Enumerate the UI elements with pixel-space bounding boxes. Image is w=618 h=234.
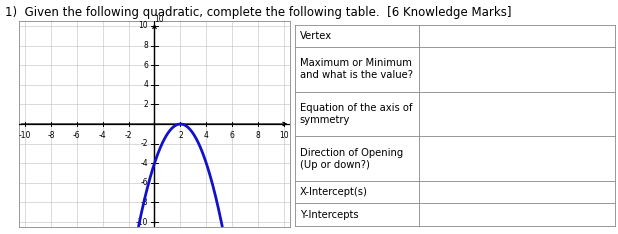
Text: Y-Intercepts: Y-Intercepts (300, 210, 358, 220)
Text: 10: 10 (138, 22, 148, 30)
Text: 6: 6 (230, 131, 235, 140)
Text: -8: -8 (140, 198, 148, 207)
Text: 8: 8 (256, 131, 260, 140)
Text: -4: -4 (99, 131, 106, 140)
Text: 2: 2 (178, 131, 183, 140)
Text: -2: -2 (140, 139, 148, 148)
Text: -6: -6 (73, 131, 80, 140)
Text: 4: 4 (204, 131, 209, 140)
Text: Vertex: Vertex (300, 31, 332, 41)
Text: Direction of Opening
(Up or down?): Direction of Opening (Up or down?) (300, 148, 403, 169)
Text: 10: 10 (279, 131, 289, 140)
Text: X-Intercept(s): X-Intercept(s) (300, 187, 368, 197)
Text: -10: -10 (19, 131, 31, 140)
Text: -8: -8 (47, 131, 54, 140)
Text: 8: 8 (143, 41, 148, 50)
Text: 10: 10 (154, 15, 164, 24)
Text: -6: -6 (140, 178, 148, 187)
Text: 1)  Given the following quadratic, complete the following table.  [6 Knowledge M: 1) Given the following quadratic, comple… (5, 6, 512, 19)
Text: Equation of the axis of
symmetry: Equation of the axis of symmetry (300, 103, 412, 125)
Text: 2: 2 (143, 100, 148, 109)
Text: -2: -2 (125, 131, 132, 140)
Text: Maximum or Minimum
and what is the value?: Maximum or Minimum and what is the value… (300, 58, 413, 80)
Text: 4: 4 (143, 80, 148, 89)
Text: -10: -10 (135, 218, 148, 227)
Text: 6: 6 (143, 61, 148, 70)
Text: -4: -4 (140, 159, 148, 168)
